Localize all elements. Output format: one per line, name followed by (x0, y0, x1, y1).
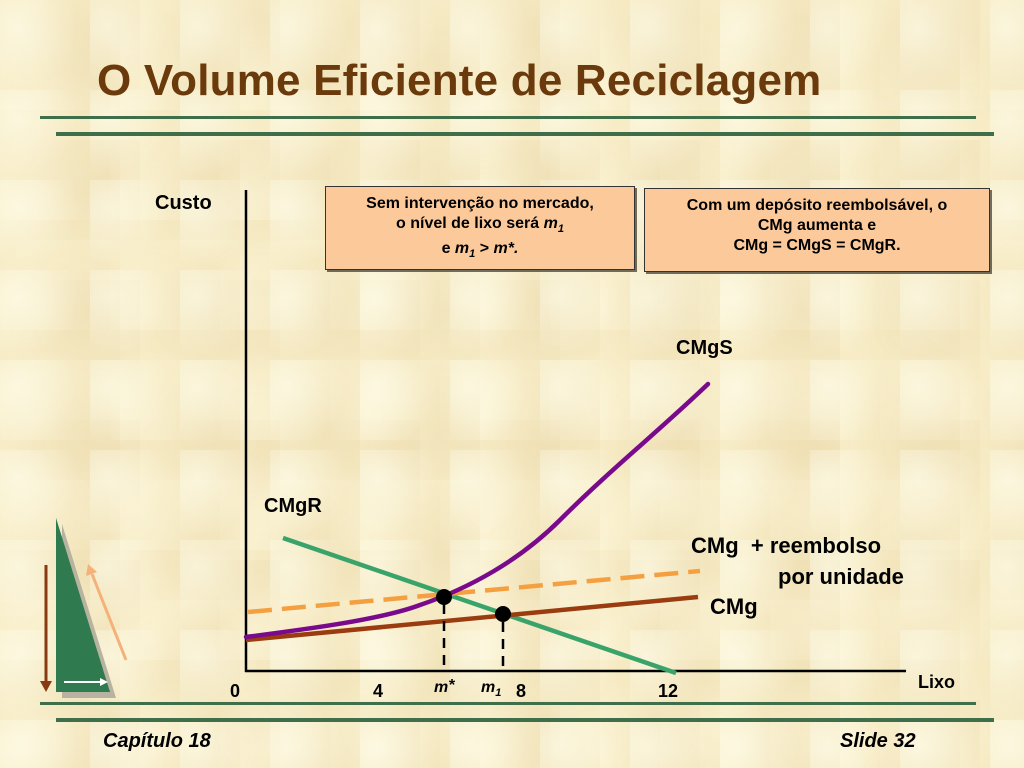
cmgs-label: CMgS (676, 337, 733, 359)
x-tick-12: 12 (658, 681, 678, 701)
footer-rule-top (40, 702, 976, 705)
annotation-no-intervention-line3: e m1 > m*. (441, 240, 519, 261)
cmg-refund-label-line2: por unidade (778, 564, 904, 589)
annotation-refund-line1: Com um depósito reembolsável, o (686, 197, 948, 214)
cmg-label: CMg (710, 594, 758, 619)
cmg-refund-label-line1: CMg + reembolso (691, 533, 881, 558)
arrow-down-head (40, 681, 52, 692)
cmg-curve (245, 594, 699, 643)
m-star-label: m* (434, 677, 455, 696)
x-tick-0: 0 (230, 681, 240, 701)
m-star-point (436, 589, 452, 605)
arrow-up-head (86, 564, 97, 576)
m1-point (495, 606, 511, 622)
annotation-refund-line2: CMg aumenta e (757, 217, 877, 234)
annotation-refund-line3: CMg = CMgS = CMgR. (733, 237, 901, 254)
annotation-no-intervention-line1: Sem intervenção no mercado, (366, 195, 594, 212)
footer-slide-number: Slide 32 (840, 730, 916, 752)
x-tick-4: 4 (373, 681, 383, 701)
cmgr-curve (282, 535, 677, 676)
m1-label: m1 (481, 679, 501, 699)
cmg-refund-curve (247, 568, 701, 615)
title-rule-top (40, 116, 976, 119)
cmgr-label: CMgR (264, 495, 322, 517)
x-tick-8: 8 (516, 681, 526, 701)
x-axis-label: Lixo (918, 672, 955, 692)
decorative-triangle-icon (40, 518, 128, 698)
y-axis-label: Custo (155, 192, 212, 214)
title-rule-bottom (56, 132, 994, 136)
annotation-no-intervention: Sem intervenção no mercado, o nível de l… (325, 186, 635, 270)
annotation-refund-deposit: Com um depósito reembolsável, o CMg aume… (644, 188, 990, 272)
annotation-no-intervention-line2: o nível de lixo será m1 (396, 215, 564, 236)
arrow-right-head (100, 678, 108, 686)
footer-chapter: Capítulo 18 (103, 730, 211, 752)
cmgs-curve (243, 381, 711, 640)
slide-title: O Volume Eficiente de Reciclagem (97, 56, 822, 105)
triangle-shape (56, 518, 110, 692)
footer-rule-bottom (56, 718, 994, 722)
